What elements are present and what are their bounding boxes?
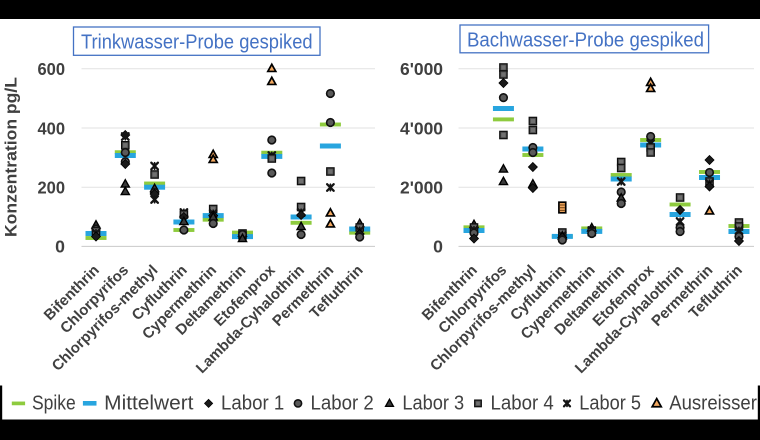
svg-text:Konzentration pg/L: Konzentration pg/L xyxy=(3,77,21,237)
svg-text:0: 0 xyxy=(55,237,65,257)
svg-text:4'000: 4'000 xyxy=(400,118,443,138)
svg-text:Trinkwasser-Probe gespiked: Trinkwasser-Probe gespiked xyxy=(81,32,313,54)
svg-text:200: 200 xyxy=(38,178,66,198)
svg-text:6'000: 6'000 xyxy=(400,59,443,79)
svg-text:0: 0 xyxy=(433,237,443,257)
svg-text:Labor 2: Labor 2 xyxy=(311,393,374,415)
svg-text:Bachwasser-Probe gespiked: Bachwasser-Probe gespiked xyxy=(467,30,704,52)
svg-text:Labor 4: Labor 4 xyxy=(491,393,554,415)
svg-text:400: 400 xyxy=(38,118,66,138)
svg-text:600: 600 xyxy=(38,59,66,79)
svg-text:Spike: Spike xyxy=(32,393,76,415)
svg-text:Labor 3: Labor 3 xyxy=(402,393,464,415)
svg-text:Ausreisser: Ausreisser xyxy=(669,393,757,415)
svg-text:Labor 5: Labor 5 xyxy=(579,393,641,415)
svg-text:Labor 1: Labor 1 xyxy=(221,393,284,415)
svg-text:2'000: 2'000 xyxy=(400,178,443,198)
svg-text:Mittelwert: Mittelwert xyxy=(104,393,194,415)
